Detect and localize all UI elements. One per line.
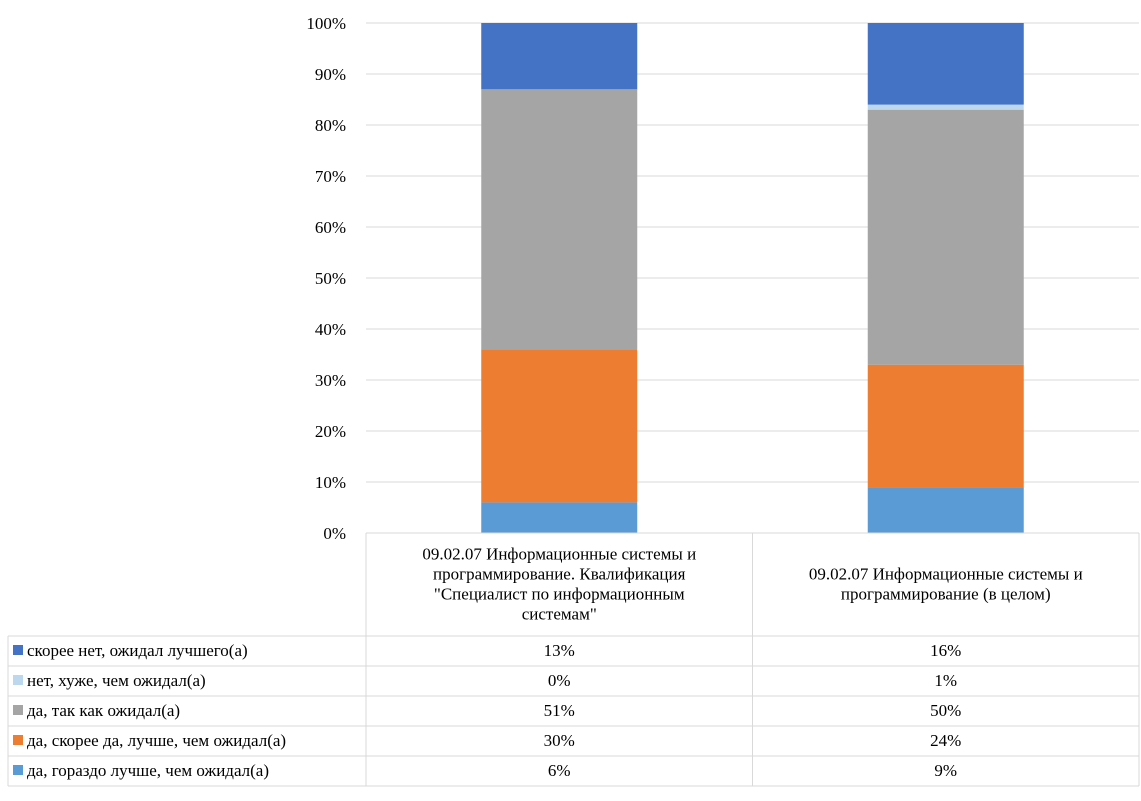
y-tick-label: 100%	[306, 14, 346, 33]
legend-label: да, гораздо лучше, чем ожидал(а)	[27, 761, 269, 780]
y-tick-label: 10%	[315, 473, 346, 492]
legend-key	[13, 705, 23, 715]
bar-segment	[481, 502, 638, 533]
legend-key	[13, 735, 23, 745]
legend-label: да, так как ожидал(а)	[27, 701, 180, 720]
data-label: 24%	[930, 731, 961, 750]
legend-label: да, скорее да, лучше, чем ожидал(а)	[27, 731, 286, 750]
y-tick-label: 20%	[315, 422, 346, 441]
y-tick-label: 0%	[323, 524, 346, 543]
data-label: 13%	[544, 641, 575, 660]
y-tick-label: 30%	[315, 371, 346, 390]
legend-key	[13, 675, 23, 685]
data-label: 9%	[934, 761, 957, 780]
bar-segment	[867, 109, 1024, 365]
data-label: 50%	[930, 701, 961, 720]
data-label: 1%	[934, 671, 957, 690]
category-label: "Специалист по информационным	[434, 585, 685, 604]
y-tick-label: 70%	[315, 167, 346, 186]
bar-segment	[867, 104, 1024, 110]
bar-segment	[481, 89, 638, 350]
legend-label: скорее нет, ожидал лучшего(а)	[27, 641, 248, 660]
data-label: 51%	[544, 701, 575, 720]
y-tick-label: 90%	[315, 65, 346, 84]
category-label: системам"	[522, 605, 597, 624]
data-label: 6%	[548, 761, 571, 780]
bar-segment	[867, 23, 1024, 105]
legend-label: нет, хуже, чем ожидал(а)	[27, 671, 206, 690]
bar-segment	[867, 487, 1024, 533]
category-label: 09.02.07 Информационные системы и	[809, 565, 1083, 584]
data-label: 0%	[548, 671, 571, 690]
category-label: программирование. Квалификация	[433, 565, 686, 584]
y-tick-label: 50%	[315, 269, 346, 288]
category-label: 09.02.07 Информационные системы и	[422, 545, 696, 564]
y-tick-label: 40%	[315, 320, 346, 339]
y-tick-label: 80%	[315, 116, 346, 135]
bar-segment	[481, 349, 638, 503]
legend-key	[13, 765, 23, 775]
data-label: 16%	[930, 641, 961, 660]
y-tick-label: 60%	[315, 218, 346, 237]
legend-key	[13, 645, 23, 655]
category-label: программирование (в целом)	[841, 585, 1051, 604]
bar-segment	[481, 23, 638, 90]
data-label: 30%	[544, 731, 575, 750]
bar-segment	[867, 364, 1024, 488]
